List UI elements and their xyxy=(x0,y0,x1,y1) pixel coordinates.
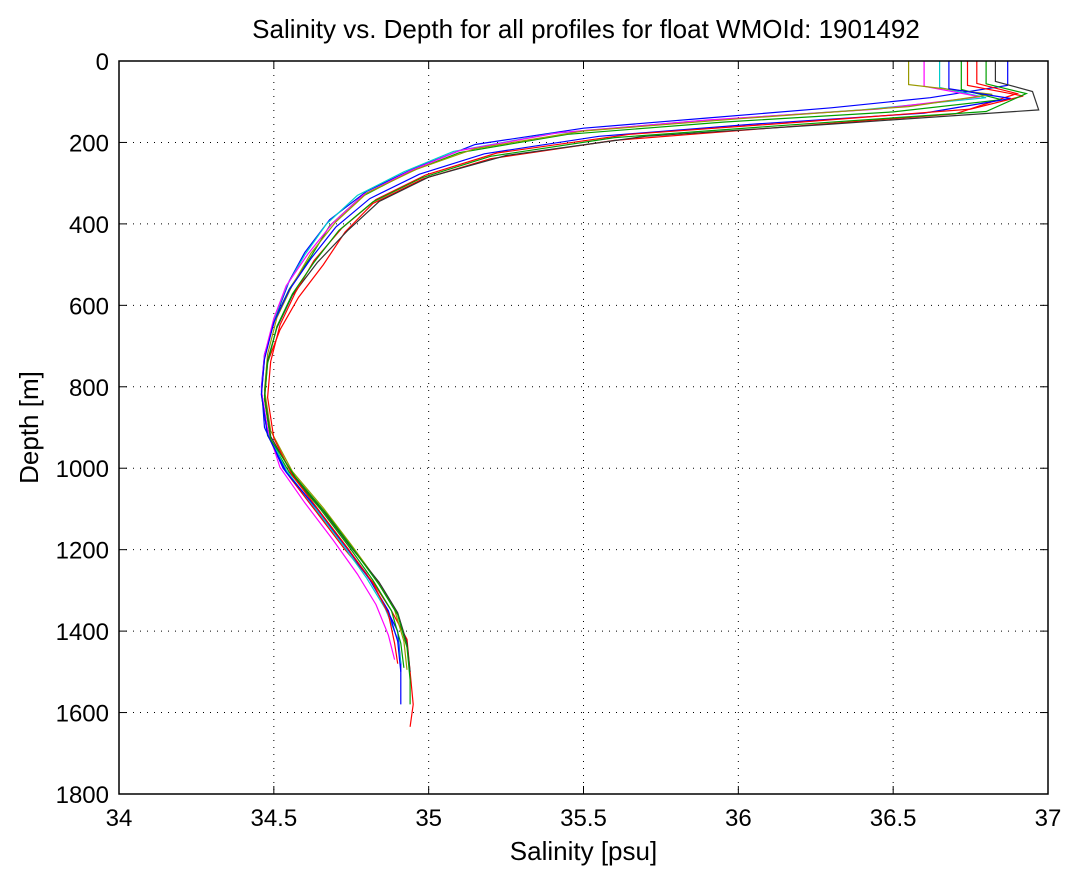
y-tick-label: 1200 xyxy=(56,538,109,565)
salinity-profile-line-10 xyxy=(263,61,1029,705)
y-tick-label: 1400 xyxy=(56,619,109,646)
y-tick-label: 200 xyxy=(69,130,109,157)
grid-lines xyxy=(119,61,1048,794)
y-tick-label: 1600 xyxy=(56,701,109,728)
chart-title: Salinity vs. Depth for all profiles for … xyxy=(252,14,920,44)
x-tick-label: 36.5 xyxy=(870,805,917,832)
y-tick-label: 1800 xyxy=(56,782,109,809)
y-tick-label: 800 xyxy=(69,375,109,402)
y-tick-label: 0 xyxy=(96,49,109,76)
x-tick-label: 34.5 xyxy=(250,805,297,832)
y-tick-label: 1000 xyxy=(56,456,109,483)
x-tick-label: 34 xyxy=(106,805,133,832)
profile-lines xyxy=(260,61,1040,727)
x-tick-label: 35.5 xyxy=(560,805,607,832)
x-tick-label: 37 xyxy=(1035,805,1062,832)
salinity-profile-line-9 xyxy=(266,61,1024,664)
x-axis-title: Salinity [psu] xyxy=(510,836,657,866)
axis-ticks: 34 34.5 35 35.5 36 36.5 37 0 200 400 600 800 1000 120… xyxy=(56,49,1062,832)
x-tick-label: 35 xyxy=(415,805,442,832)
y-axis-title: Depth [m] xyxy=(14,371,44,484)
y-tick-label: 400 xyxy=(69,212,109,239)
y-tick-label: 600 xyxy=(69,293,109,320)
x-tick-label: 36 xyxy=(725,805,752,832)
